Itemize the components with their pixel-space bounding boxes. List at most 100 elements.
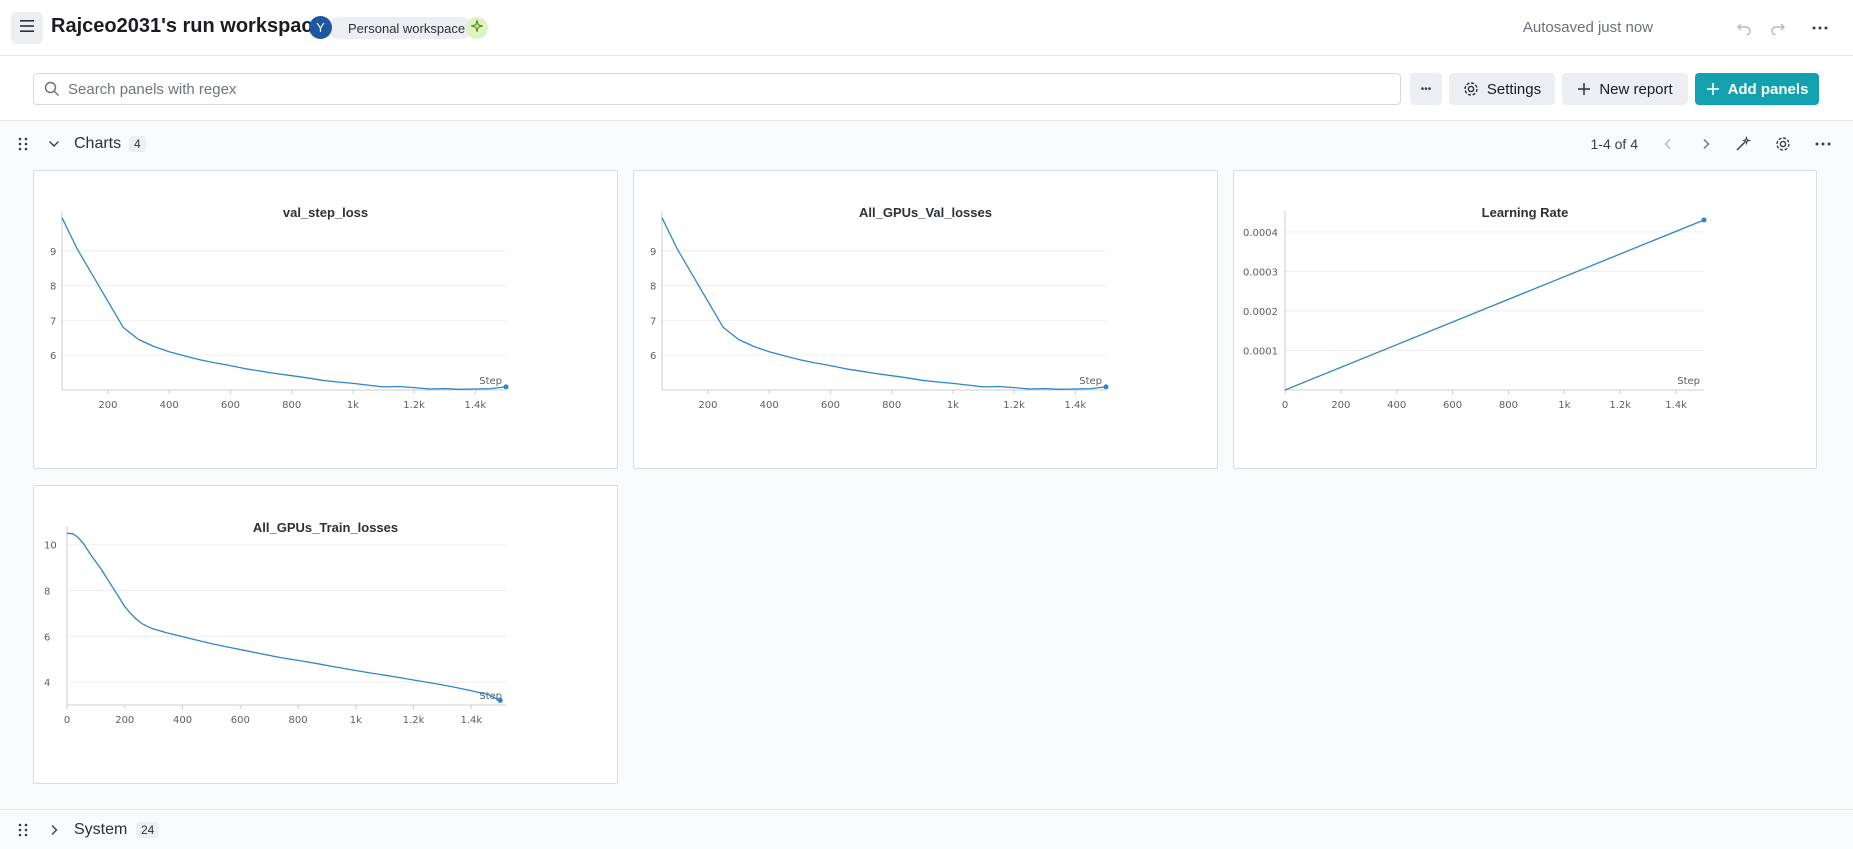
x-tick-label: 200 xyxy=(1331,400,1350,411)
add-panels-button[interactable]: Add panels xyxy=(1695,73,1819,105)
sparkle-icon xyxy=(469,18,485,37)
drag-handle-icon[interactable] xyxy=(18,823,28,837)
x-axis-label: Step xyxy=(1079,376,1102,387)
series-line xyxy=(66,532,501,701)
drag-handle-icon[interactable] xyxy=(18,137,28,151)
avatar[interactable]: Y xyxy=(309,16,332,39)
x-tick-label: 1.4k xyxy=(1065,400,1087,411)
add-panels-label: Add panels xyxy=(1727,80,1809,98)
y-tick-label: 9 xyxy=(650,247,656,258)
x-tick-label: 400 xyxy=(1387,400,1406,411)
x-tick-label: 800 xyxy=(1499,400,1518,411)
y-tick-label: 8 xyxy=(50,282,56,293)
workspace-badge[interactable]: Personal workspace xyxy=(328,17,474,39)
settings-button[interactable]: Settings xyxy=(1449,73,1555,105)
chart-title: All_GPUs_Val_losses xyxy=(859,205,992,220)
chart-plot: 0.0001 0.0002 0.0003 0.0004 0 200 400 600 800 1k 1… xyxy=(1243,211,1707,411)
search-box[interactable] xyxy=(33,73,1401,105)
undo-icon[interactable] xyxy=(1732,16,1756,40)
autosave-status: Autosaved just now xyxy=(1522,19,1653,36)
chevron-down-icon[interactable] xyxy=(48,140,60,148)
series-line xyxy=(1284,219,1705,391)
charts-section-label: Charts xyxy=(74,135,122,152)
chart-plot: 4 6 8 10 0 200 400 600 800 1k 1.2k 1.4k Step xyxy=(44,526,506,726)
y-tick-label: 0.0003 xyxy=(1243,267,1278,278)
x-axis-label: Step xyxy=(479,376,502,387)
workspace-badge-label: Personal workspace xyxy=(348,20,466,36)
panel-toolbar: ••• Settings New report Add panels xyxy=(0,57,1853,121)
x-tick-label: 1k xyxy=(347,400,359,411)
y-tick-label: 7 xyxy=(50,316,56,327)
page-title: Rajceo2031's run workspace xyxy=(51,15,324,37)
chevron-left-icon[interactable] xyxy=(1663,138,1673,150)
system-section: System 24 xyxy=(0,811,1853,849)
charts-section-header[interactable]: Charts 4 1-4 of 4 xyxy=(0,122,1853,166)
series-end-point xyxy=(1701,217,1707,223)
search-icon xyxy=(44,81,60,97)
x-tick-label: 1.2k xyxy=(403,400,425,411)
y-tick-label: 6 xyxy=(50,351,56,362)
x-tick-label: 1.4k xyxy=(465,400,487,411)
x-tick-label: 200 xyxy=(698,400,717,411)
y-tick-label: 8 xyxy=(650,282,656,293)
settings-label: Settings xyxy=(1486,80,1542,98)
chevron-right-icon[interactable] xyxy=(50,824,58,836)
search-input[interactable] xyxy=(68,80,1388,98)
redo-icon[interactable] xyxy=(1766,16,1790,40)
chart-plot: 6 7 8 9 200 400 600 800 1k 1.2k 1.4k Step xyxy=(650,211,1109,411)
series-end-point xyxy=(1103,384,1109,390)
more-options-label: ••• xyxy=(1420,83,1432,95)
x-tick-label: 1.2k xyxy=(403,715,425,726)
series-line xyxy=(661,217,1107,390)
x-tick-label: 800 xyxy=(282,400,301,411)
more-options-button[interactable]: ••• xyxy=(1410,73,1442,105)
y-tick-label: 9 xyxy=(50,247,56,258)
y-tick-label: 0.0001 xyxy=(1243,346,1278,357)
gear-icon xyxy=(1463,81,1479,97)
x-tick-label: 600 xyxy=(221,400,240,411)
x-tick-label: 1.2k xyxy=(1609,400,1631,411)
x-tick-label: 400 xyxy=(160,400,179,411)
x-tick-label: 1.4k xyxy=(460,715,482,726)
more-icon[interactable] xyxy=(1808,16,1832,40)
charts-section: Charts 4 1-4 of 4 val_step_loss 6 7 8 9 200 4… xyxy=(0,122,1853,810)
section-more-icon[interactable] xyxy=(1815,142,1831,146)
y-tick-label: 4 xyxy=(44,678,50,689)
x-tick-label: 200 xyxy=(98,400,117,411)
x-tick-label: 800 xyxy=(882,400,901,411)
menu-icon xyxy=(19,19,35,38)
new-report-label: New report xyxy=(1599,80,1673,98)
y-tick-label: 8 xyxy=(44,587,50,598)
x-tick-label: 400 xyxy=(173,715,192,726)
y-tick-label: 0.0004 xyxy=(1243,228,1278,239)
y-tick-label: 0.0002 xyxy=(1243,307,1278,318)
x-axis-label: Step xyxy=(479,691,502,702)
x-tick-label: 800 xyxy=(289,715,308,726)
sparkle-button[interactable] xyxy=(466,17,488,39)
chart-title: Learning Rate xyxy=(1481,205,1569,220)
plus-icon xyxy=(1577,82,1591,96)
series-end-point xyxy=(497,697,503,703)
charts-section-count: 4 xyxy=(129,136,146,152)
magic-wand-icon[interactable] xyxy=(1735,136,1751,152)
x-tick-label: 600 xyxy=(1443,400,1462,411)
menu-button[interactable] xyxy=(11,12,43,44)
series-line xyxy=(61,217,507,390)
y-tick-label: 6 xyxy=(650,351,656,362)
chart-title: All_GPUs_Train_losses xyxy=(252,520,399,535)
x-tick-label: 1.2k xyxy=(1003,400,1025,411)
chevron-right-icon[interactable] xyxy=(1701,138,1711,150)
new-report-button[interactable]: New report xyxy=(1562,73,1688,105)
system-section-header[interactable]: System 24 xyxy=(0,808,1853,849)
plus-icon xyxy=(1706,82,1720,96)
x-axis-label: Step xyxy=(1677,376,1700,387)
x-tick-label: 1k xyxy=(1558,400,1570,411)
chart-panel-all-gpus-val-losses[interactable]: All_GPUs_Val_losses 6 7 8 9 200 400 600 800 1k 1.… xyxy=(633,170,1218,469)
y-tick-label: 7 xyxy=(650,316,656,327)
x-tick-label: 600 xyxy=(821,400,840,411)
section-gear-icon[interactable] xyxy=(1775,136,1791,152)
x-tick-label: 1k xyxy=(350,715,362,726)
chart-panel-learning-rate[interactable]: Learning Rate 0.0001 0.0002 0.0003 0.0004 0 2… xyxy=(1233,170,1817,469)
chart-panel-val-step-loss[interactable]: val_step_loss 6 7 8 9 200 400 600 800 1k 1.2k 1.4k… xyxy=(33,170,618,469)
chart-panel-all-gpus-train-losses[interactable]: All_GPUs_Train_losses 4 6 8 10 0 200 400 600 800… xyxy=(33,485,618,784)
